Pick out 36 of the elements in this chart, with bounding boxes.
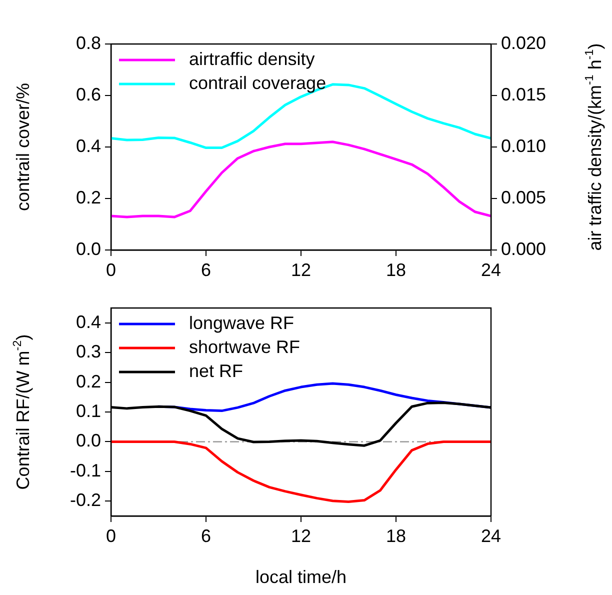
y2-tick-label: 0.000 [501,238,546,259]
legend-label: airtraffic density [189,48,315,69]
y-tick-label: 0.6 [76,84,101,104]
y-tick-label: 0.4 [76,312,101,332]
x-tick-label: 24 [480,260,502,280]
y-tick-label: 0.4 [76,136,101,156]
x-tick-label: 18 [386,260,406,280]
y-tick-label: -0.2 [70,490,101,510]
y-tick-label: 0.0 [76,238,101,259]
y2-tick-label: 0.015 [501,84,546,104]
x-tick-label: 0 [106,526,116,546]
x-tick-label: 12 [290,526,312,546]
y-tick-label: 0.3 [76,342,101,362]
y-tick-label: 0.2 [76,371,101,392]
y-tick-label: 0.2 [76,187,101,208]
x-tick-label: 6 [200,526,212,546]
y-axis-title: Contrail RF/(W m-2) [10,334,33,490]
y2-axis-title: air traffic density/(km-1 h-1) [582,43,605,251]
x-axis-title: local time/h [255,566,347,587]
y2-tick-label: 0.010 [501,136,546,156]
legend-label: shortwave RF [189,336,300,357]
x-tick-label: 18 [386,526,406,546]
y-axis-title: contrail cover/% [12,82,33,212]
x-tick-label: 24 [480,526,502,546]
y-tick-label: 0.8 [76,32,101,53]
y-tick-label: 0.0 [76,430,101,451]
legend-label: longwave RF [189,312,294,333]
x-tick-label: 12 [290,260,312,280]
y2-tick-label: 0.020 [501,32,546,53]
legend-label: net RF [189,360,244,381]
y-tick-label: -0.1 [70,460,101,480]
x-tick-label: 0 [106,260,116,280]
x-tick-label: 6 [200,260,212,280]
legend-label: contrail coverage [189,72,326,93]
y2-tick-label: 0.005 [501,187,546,208]
y-tick-label: 0.1 [76,400,101,421]
